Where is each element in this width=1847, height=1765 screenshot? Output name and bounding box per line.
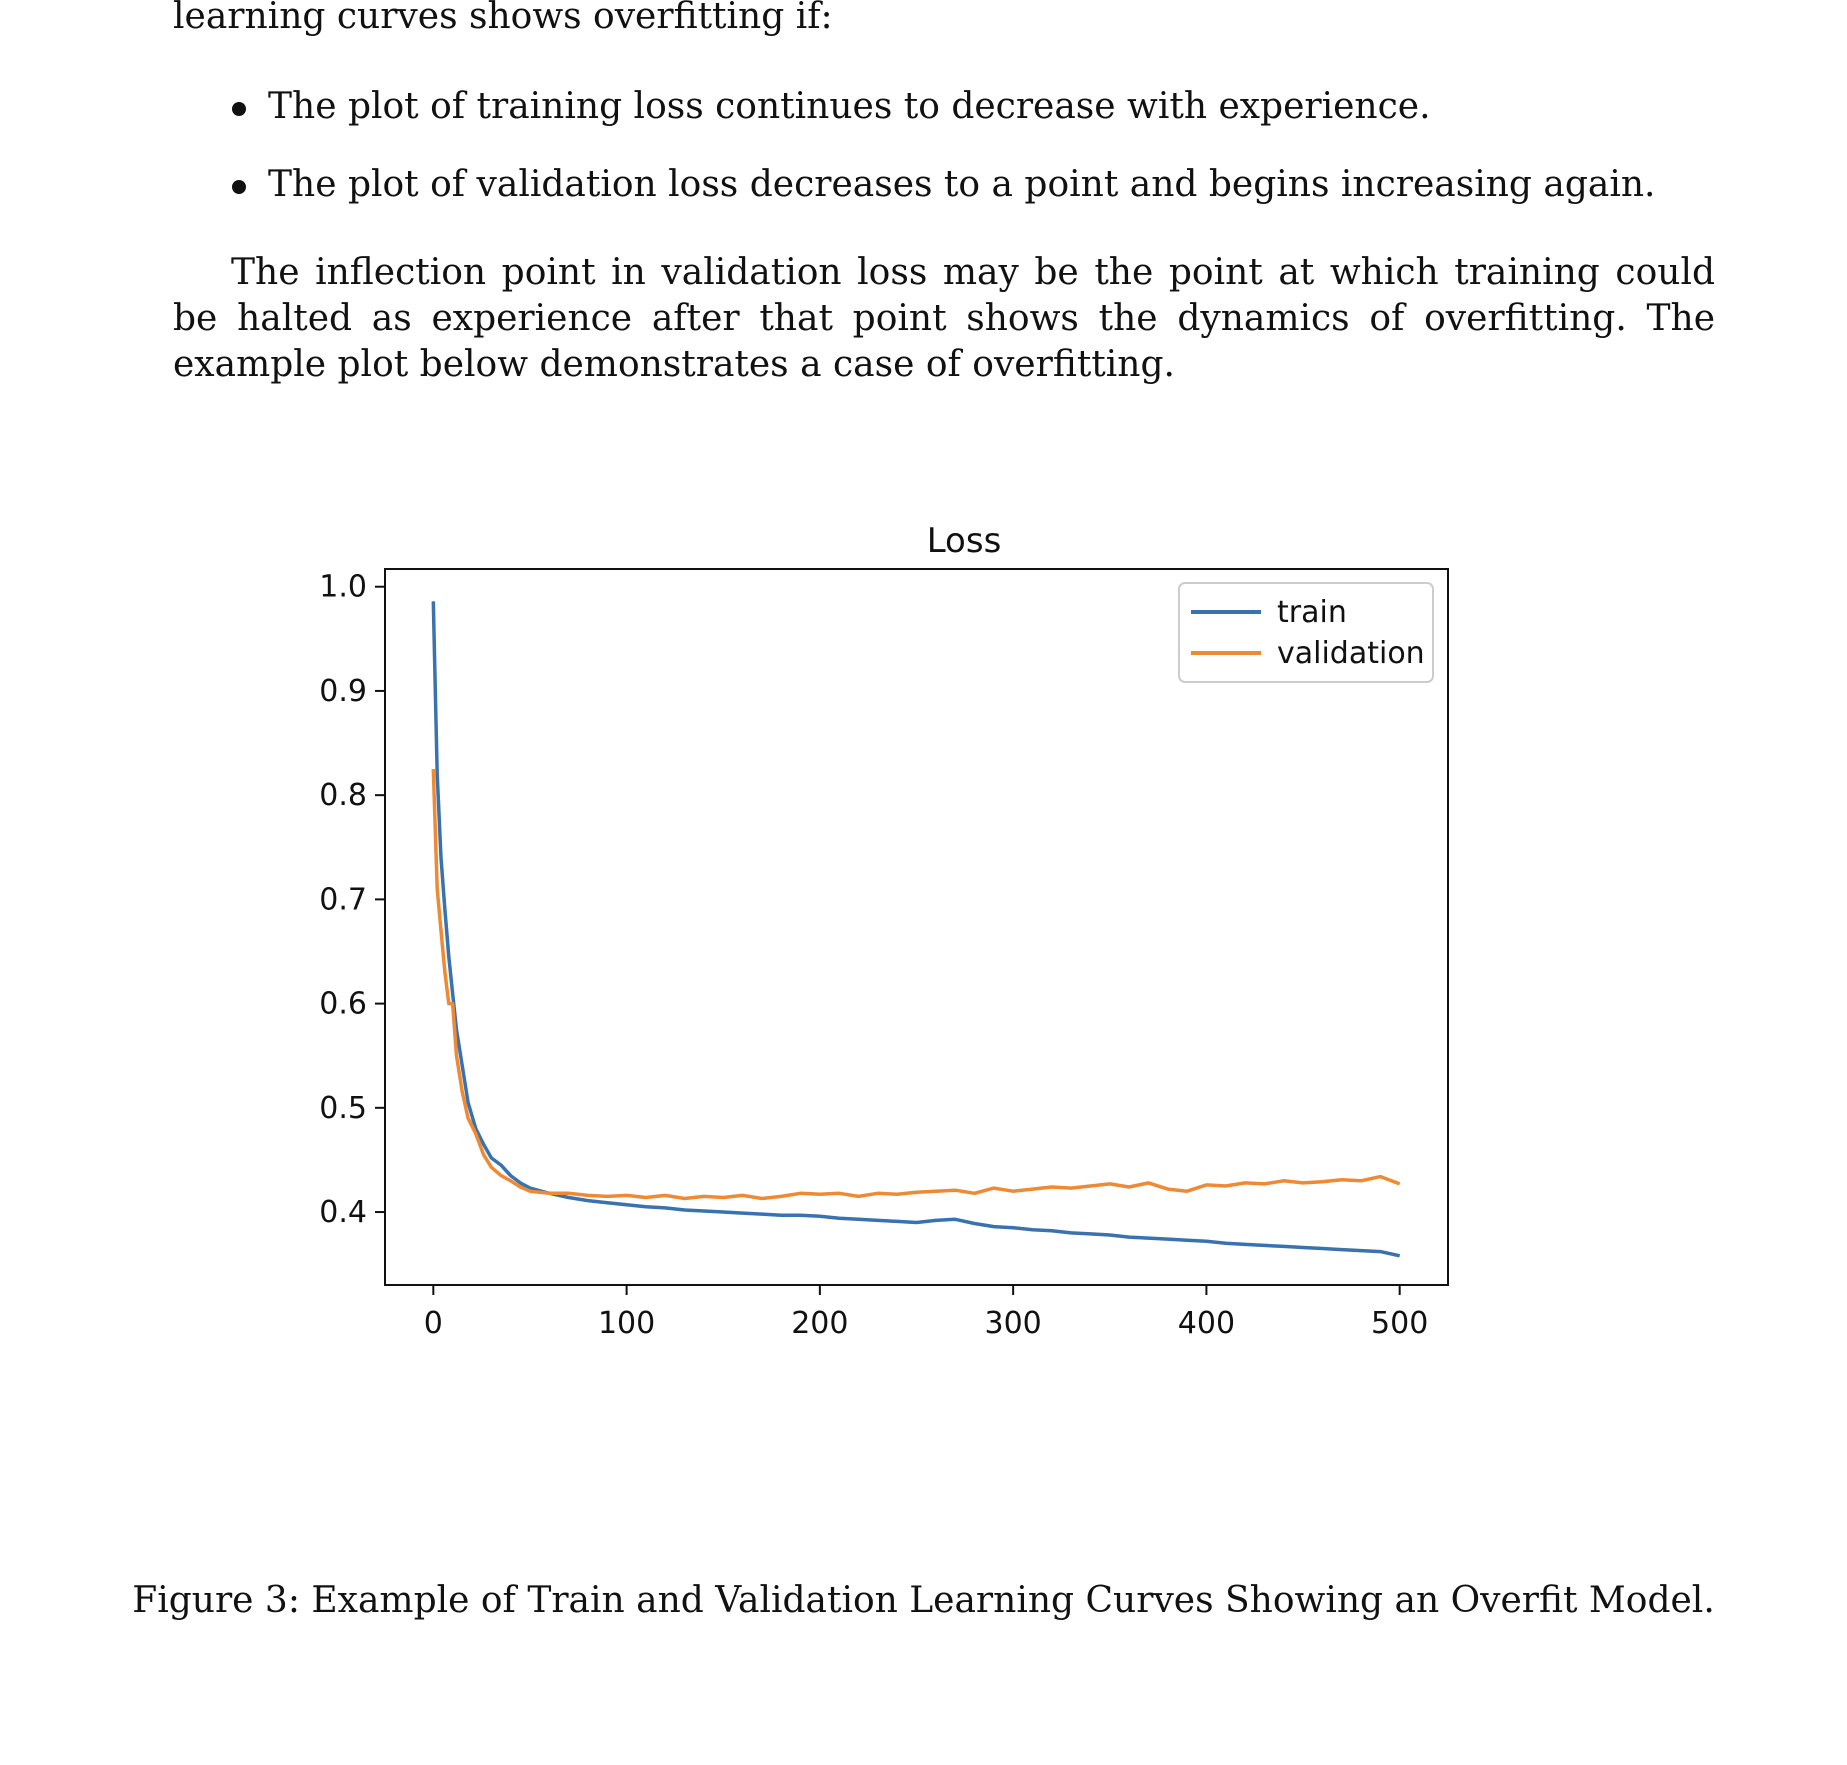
loss-figure: Loss 0 100 200 300 400 500 0.4 0.5 0.6 0.7 0.8 0.9… [270, 500, 1560, 1520]
x-tick-label: 500 [1371, 1306, 1428, 1341]
bullet-item: The plot of validation loss decreases to… [230, 162, 1656, 208]
x-tick-label: 100 [598, 1306, 655, 1341]
legend-label-train: train [1277, 595, 1347, 630]
bullet-list: The plot of training loss continues to d… [230, 84, 1656, 208]
x-tick-label: 400 [1178, 1306, 1235, 1341]
series-line-train [431, 601, 1401, 1258]
y-tick-label: 0.9 [319, 674, 367, 709]
y-tick-label: 0.8 [319, 778, 367, 813]
y-tick-label: 0.5 [319, 1091, 367, 1126]
x-tick-label: 300 [985, 1306, 1042, 1341]
intro-line: learning curves shows overfitting if: [173, 0, 833, 37]
legend-label-validation: validation [1277, 636, 1425, 671]
legend-box [1178, 582, 1434, 683]
loss-chart: Loss 0 100 200 300 400 500 0.4 0.5 0.6 0.7 0.8 0.9… [319, 521, 1449, 1341]
plot-area [384, 568, 1449, 1286]
x-tick-label: 0 [424, 1306, 443, 1341]
y-tick-label: 1.0 [319, 570, 367, 605]
x-tick-label: 200 [791, 1306, 848, 1341]
body-paragraph: The inflection point in validation loss … [173, 252, 1715, 385]
y-axis: 0.4 0.5 0.6 0.7 0.8 0.9 1.0 [319, 570, 385, 1230]
bullet-item: The plot of training loss continues to d… [230, 84, 1656, 130]
chart-title: Loss [927, 521, 1002, 561]
y-tick-label: 0.6 [319, 987, 367, 1022]
x-axis: 0 100 200 300 400 500 [424, 1285, 1428, 1341]
figure-caption: Figure 3: Example of Train and Validatio… [132, 1580, 1715, 1621]
y-tick-label: 0.4 [319, 1195, 367, 1230]
series-lines [431, 601, 1401, 1258]
legend: train validation [1178, 582, 1434, 683]
y-tick-label: 0.7 [319, 882, 367, 917]
series-line-validation [431, 769, 1401, 1201]
